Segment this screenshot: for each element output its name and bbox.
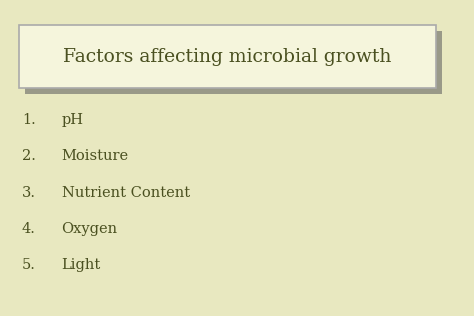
- Text: Light: Light: [62, 258, 101, 272]
- Text: Moisture: Moisture: [62, 149, 129, 163]
- Text: Nutrient Content: Nutrient Content: [62, 186, 190, 200]
- Text: 4.: 4.: [22, 222, 36, 236]
- Text: Factors affecting microbial growth: Factors affecting microbial growth: [64, 48, 392, 66]
- Text: 2.: 2.: [22, 149, 36, 163]
- FancyBboxPatch shape: [25, 31, 442, 94]
- Text: pH: pH: [62, 113, 83, 127]
- Text: 3.: 3.: [21, 186, 36, 200]
- Text: 5.: 5.: [22, 258, 36, 272]
- Text: 1.: 1.: [22, 113, 36, 127]
- Text: Oxygen: Oxygen: [62, 222, 118, 236]
- FancyBboxPatch shape: [19, 25, 436, 88]
